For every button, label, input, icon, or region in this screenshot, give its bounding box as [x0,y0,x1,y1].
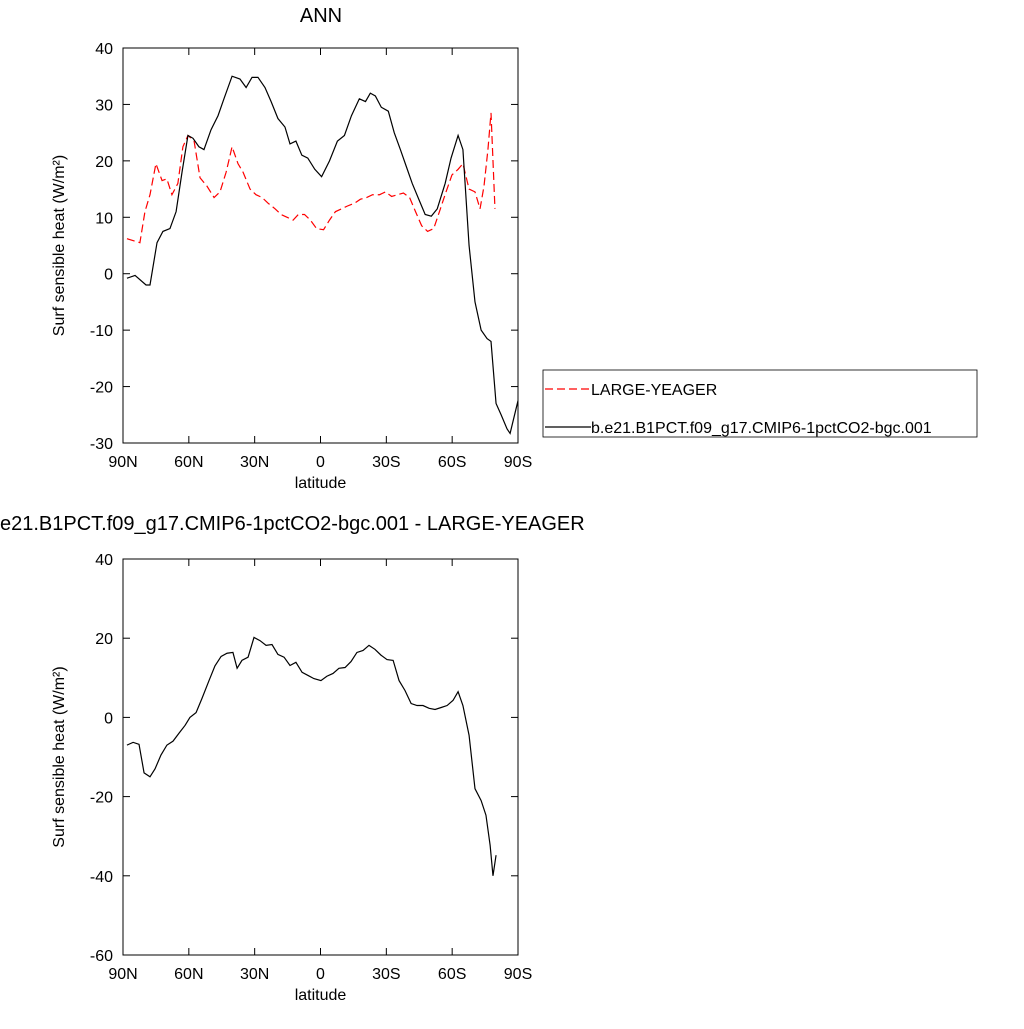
y-tick-label: -30 [90,436,113,453]
y-tick-label: 10 [95,210,113,227]
x-tick-label: 30S [372,454,400,471]
y-tick-label: -20 [90,790,113,807]
x-tick-label: 60S [438,966,466,983]
plot-frame [122,47,519,444]
x-tick-label: 90N [108,966,137,983]
y-axis-label: Surf sensible heat (W/m²) [51,155,68,336]
y-tick-label: -10 [90,323,113,340]
y-tick-label: -40 [90,869,113,886]
chart-title: e21.B1PCT.f09_g17.CMIP6-1pctCO2-bgc.001 … [0,513,585,535]
y-tick-label: -20 [90,380,113,397]
x-tick-label: 60N [174,454,203,471]
x-tick-label: 60S [438,454,466,471]
legend-label: LARGE-YEAGER [591,382,717,399]
x-tick-label: 0 [316,454,325,471]
y-axis-label: Surf sensible heat (W/m²) [51,666,68,847]
x-tick-label: 0 [316,966,325,983]
y-tick-label: -60 [90,948,113,965]
y-tick-label: 0 [104,710,113,727]
data-line [126,112,496,244]
legend-box [542,369,978,438]
data-line [126,75,519,435]
chart-title: ANN [300,5,342,27]
x-tick-label: 90N [108,454,137,471]
legend-label: b.e21.B1PCT.f09_g17.CMIP6-1pctCO2-bgc.00… [591,420,932,437]
y-tick-label: 30 [95,97,113,114]
y-tick-label: 20 [95,631,113,648]
x-tick-label: 30N [240,966,269,983]
y-tick-label: 40 [95,41,113,58]
plot-frame [122,558,519,956]
y-tick-label: 20 [95,154,113,171]
x-axis-label: latitude [295,475,347,492]
x-tick-label: 30N [240,454,269,471]
x-tick-label: 60N [174,966,203,983]
x-tick-label: 90S [504,966,532,983]
y-tick-label: 40 [95,552,113,569]
x-tick-label: 90S [504,454,532,471]
y-tick-label: 0 [104,267,113,284]
data-line [126,636,497,876]
x-tick-label: 30S [372,966,400,983]
x-axis-label: latitude [295,987,347,1004]
